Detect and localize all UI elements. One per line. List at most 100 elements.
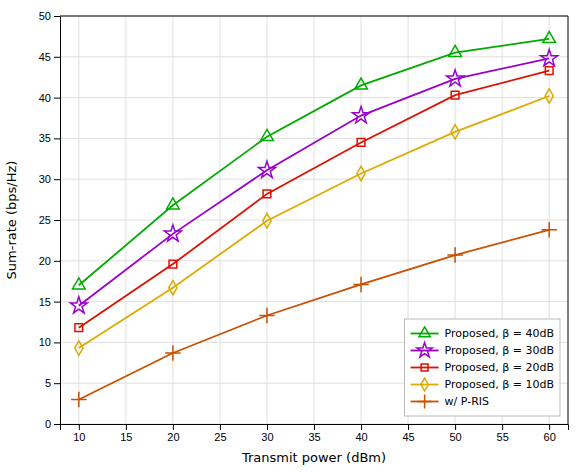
- x-axis: 1015202530354045505560: [61, 424, 569, 443]
- data-point: [263, 214, 271, 228]
- tick-mark: [314, 424, 315, 430]
- data-point: [261, 129, 274, 140]
- tick-mark: [220, 424, 221, 430]
- axis-line: [61, 425, 569, 431]
- tick-label: 25: [39, 214, 51, 226]
- grid-line-y: [60, 16, 568, 17]
- series-line: [79, 71, 549, 328]
- tick: 20: [39, 255, 60, 267]
- data-point: [545, 67, 553, 75]
- tick: 5: [45, 377, 60, 389]
- tick: 30: [39, 173, 60, 185]
- series-line: [79, 96, 549, 348]
- tick-mark: [54, 383, 60, 384]
- legend-swatch: [411, 384, 439, 386]
- chart: 1015202530354045505560051015202530354045…: [0, 0, 586, 472]
- legend-marker: [418, 395, 432, 409]
- series-line: [79, 58, 549, 305]
- tick: 50: [449, 424, 461, 443]
- tick: 40: [39, 92, 60, 104]
- legend-item: w/ P-RIS: [411, 395, 489, 409]
- legend-label: Proposed, β = 30dB: [445, 344, 554, 357]
- series-layer: [70, 32, 557, 408]
- tick-label: 20: [167, 431, 179, 443]
- tick: 50: [39, 10, 60, 22]
- data-point: [447, 247, 462, 262]
- tick-mark: [54, 16, 60, 17]
- tick-label: 10: [73, 431, 85, 443]
- data-point: [541, 49, 558, 65]
- data-point: [164, 225, 181, 241]
- tick-mark: [54, 302, 60, 303]
- legend-label: Proposed, β = 20dB: [445, 361, 554, 374]
- series: [75, 89, 554, 356]
- tick-mark: [549, 424, 550, 430]
- legend-label: Proposed, β = 40dB: [445, 327, 554, 340]
- tick-label: 40: [39, 92, 51, 104]
- tick-label: 55: [497, 431, 509, 443]
- tick: 60: [544, 424, 556, 443]
- tick-mark: [54, 220, 60, 221]
- data-point: [545, 89, 553, 103]
- tick-mark: [455, 424, 456, 430]
- data-point: [169, 260, 177, 268]
- x-axis-title: Transmit power (dBm): [241, 450, 386, 465]
- tick-mark: [54, 261, 60, 262]
- legend-item: Proposed, β = 20dB: [411, 361, 554, 374]
- data-point: [355, 78, 368, 89]
- tick: 35: [308, 424, 320, 443]
- series: [75, 67, 553, 332]
- tick-mark: [126, 424, 127, 430]
- tick: 25: [39, 214, 60, 226]
- tick-label: 35: [39, 132, 51, 144]
- tick: 10: [39, 336, 60, 348]
- data-point: [263, 190, 271, 198]
- tick-label: 0: [45, 418, 51, 430]
- legend-marker: [419, 327, 430, 337]
- grid: [60, 16, 568, 424]
- legend-item: Proposed, β = 30dB: [411, 342, 554, 357]
- tick: 45: [402, 424, 414, 443]
- legend-label: w/ P-RIS: [445, 395, 489, 408]
- tick: 15: [39, 296, 60, 308]
- tick-mark: [54, 424, 60, 425]
- data-point: [451, 91, 459, 99]
- tick: 20: [167, 424, 179, 443]
- legend-swatch: [411, 333, 439, 335]
- tick-label: 25: [214, 431, 226, 443]
- series: [72, 32, 555, 289]
- data-point: [75, 324, 83, 332]
- tick: 35: [39, 132, 60, 144]
- data-point: [353, 277, 368, 292]
- tick-mark: [79, 424, 80, 430]
- legend: Proposed, β = 40dB Proposed, β = 30dB Prop…: [405, 319, 560, 416]
- tick-label: 45: [39, 51, 51, 63]
- data-point: [451, 125, 459, 139]
- tick-label: 5: [45, 377, 51, 389]
- data-point: [167, 198, 180, 209]
- tick-label: 35: [308, 431, 320, 443]
- tick-mark: [54, 342, 60, 343]
- series: [71, 222, 557, 407]
- tick-mark: [54, 98, 60, 99]
- tick-label: 15: [39, 296, 51, 308]
- series: [70, 49, 557, 312]
- tick: 0: [45, 418, 60, 430]
- data-point: [543, 32, 556, 43]
- grid-line-y: [60, 97, 568, 98]
- data-point: [353, 107, 370, 123]
- data-point: [258, 161, 275, 177]
- tick: 25: [214, 424, 226, 443]
- tick-label: 45: [402, 431, 414, 443]
- tick-mark: [173, 424, 174, 430]
- legend-item: Proposed, β = 40dB: [411, 327, 554, 340]
- tick-mark: [54, 138, 60, 139]
- axis-line: [54, 17, 61, 425]
- tick-mark: [267, 424, 268, 430]
- legend-marker: [421, 378, 428, 391]
- tick-mark: [54, 179, 60, 180]
- tick-label: 30: [39, 173, 51, 185]
- tick-label: 40: [355, 431, 367, 443]
- data-point: [71, 392, 86, 407]
- tick-mark: [54, 57, 60, 58]
